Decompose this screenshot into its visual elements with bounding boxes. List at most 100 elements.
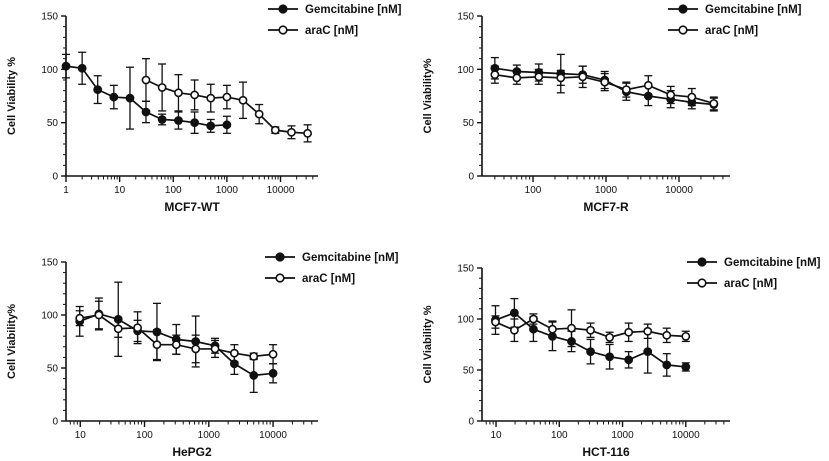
legend-label: araC [nM] (302, 273, 355, 285)
data-point (113, 324, 123, 334)
data-point (238, 95, 248, 105)
data-point (61, 61, 71, 71)
data-point (174, 88, 183, 98)
series-gemcitabine (61, 51, 232, 134)
legend-label: araC [nM] (305, 25, 358, 37)
chart-panel-1: 0 50 100 150 1 10 100 1000 10000 MCF7-WT Cell Viab… (6, 4, 402, 214)
data-point (75, 313, 85, 323)
data-point (681, 331, 691, 341)
data-point (643, 80, 653, 90)
x-tick-label: 10 (490, 430, 502, 441)
x-axis-label: MCF7-R (583, 200, 629, 214)
legend-entry: Gemcitabine [nM] (687, 257, 821, 269)
legend-marker (278, 25, 288, 35)
data-point (586, 347, 595, 357)
x-tick-label: 10000 (665, 185, 693, 196)
data-point (190, 118, 199, 128)
legend-entry: araC [nM] (265, 273, 355, 285)
data-point (624, 355, 634, 365)
legend-label: Gemcitabine [nM] (305, 4, 402, 16)
data-point (157, 115, 167, 124)
data-point (94, 310, 104, 320)
data-point (509, 308, 519, 318)
legend-marker (678, 25, 688, 35)
data-point (157, 83, 167, 92)
data-point (206, 93, 216, 103)
data-point (567, 323, 576, 333)
y-axis-label: Cell Viability% (6, 304, 18, 379)
x-tick-label: 10 (114, 185, 126, 196)
data-point (490, 70, 500, 80)
data-point (210, 344, 220, 354)
data-point (605, 332, 615, 342)
y-tick-label: 100 (457, 315, 474, 326)
data-point (93, 85, 103, 94)
series-arac (75, 300, 278, 365)
y-tick-label: 150 (457, 264, 474, 275)
x-tick-label: 100 (551, 430, 568, 441)
legend-marker (275, 273, 285, 283)
data-point (529, 314, 538, 324)
legend-marker (275, 252, 285, 262)
legend-label: araC [nM] (705, 25, 758, 37)
series-arac (491, 309, 691, 348)
x-tick-label: 10 (75, 430, 87, 441)
data-point (270, 125, 280, 135)
legend-marker (278, 4, 288, 14)
legend-label: araC [nM] (724, 278, 777, 290)
data-point (222, 92, 232, 102)
x-tick-label: 1000 (198, 430, 221, 441)
x-tick-label: 10000 (267, 185, 295, 196)
data-point (529, 324, 538, 334)
y-tick-label: 150 (457, 12, 474, 23)
data-point (548, 324, 557, 334)
chart-panel-4: 0 50 100 150 10 100 1000 10000 HCT-116 Cell Viabi… (422, 257, 821, 459)
legend-entry: araC [nM] (687, 278, 777, 290)
data-point (109, 92, 119, 102)
data-point (125, 93, 135, 103)
data-point (621, 85, 631, 94)
x-tick-label: 1000 (216, 185, 239, 196)
data-point (556, 73, 566, 83)
y-axis-label: Cell Viability % (422, 305, 434, 383)
y-tick-label: 150 (41, 12, 58, 23)
data-point (254, 109, 264, 119)
legend-marker (678, 4, 688, 14)
legend-marker (697, 257, 707, 267)
data-point (222, 120, 232, 130)
data-point (709, 99, 719, 108)
legend-marker (697, 278, 707, 288)
data-point (249, 371, 259, 380)
data-point (491, 317, 500, 327)
chart-panel-3: 0 50 100 150 10 100 1000 10000 HePG2 Cell Viabili… (6, 252, 399, 459)
data-point (171, 340, 181, 350)
legend-label: Gemcitabine [nM] (302, 252, 399, 264)
x-tick-label: 100 (165, 185, 182, 196)
data-point (206, 121, 216, 131)
chart-panel-2: 0 50 100 150 100 1000 10000 MCF7-R Cell Viabilit… (422, 4, 802, 214)
data-point (141, 107, 151, 117)
data-point (229, 348, 239, 358)
data-point (174, 116, 183, 125)
legend-label: Gemcitabine [nM] (724, 257, 821, 269)
data-point (152, 340, 162, 350)
data-point (249, 351, 259, 361)
data-point (509, 325, 519, 335)
data-point (643, 326, 653, 336)
y-tick-label: 150 (41, 258, 58, 269)
data-point (681, 362, 691, 372)
legend-entry: Gemcitabine [nM] (668, 4, 802, 16)
data-point (190, 90, 199, 100)
y-tick-label: 0 (52, 172, 58, 183)
legend-entry: Gemcitabine [nM] (265, 252, 399, 264)
x-tick-label: 10000 (672, 430, 700, 441)
y-tick-label: 100 (457, 65, 474, 76)
x-tick-label: 100 (525, 185, 542, 196)
data-point (643, 347, 653, 357)
y-tick-label: 50 (47, 364, 59, 375)
data-point (687, 92, 697, 102)
x-tick-label: 100 (136, 430, 153, 441)
x-axis-label: HePG2 (172, 445, 212, 459)
data-point (600, 77, 610, 87)
data-point (191, 344, 201, 354)
